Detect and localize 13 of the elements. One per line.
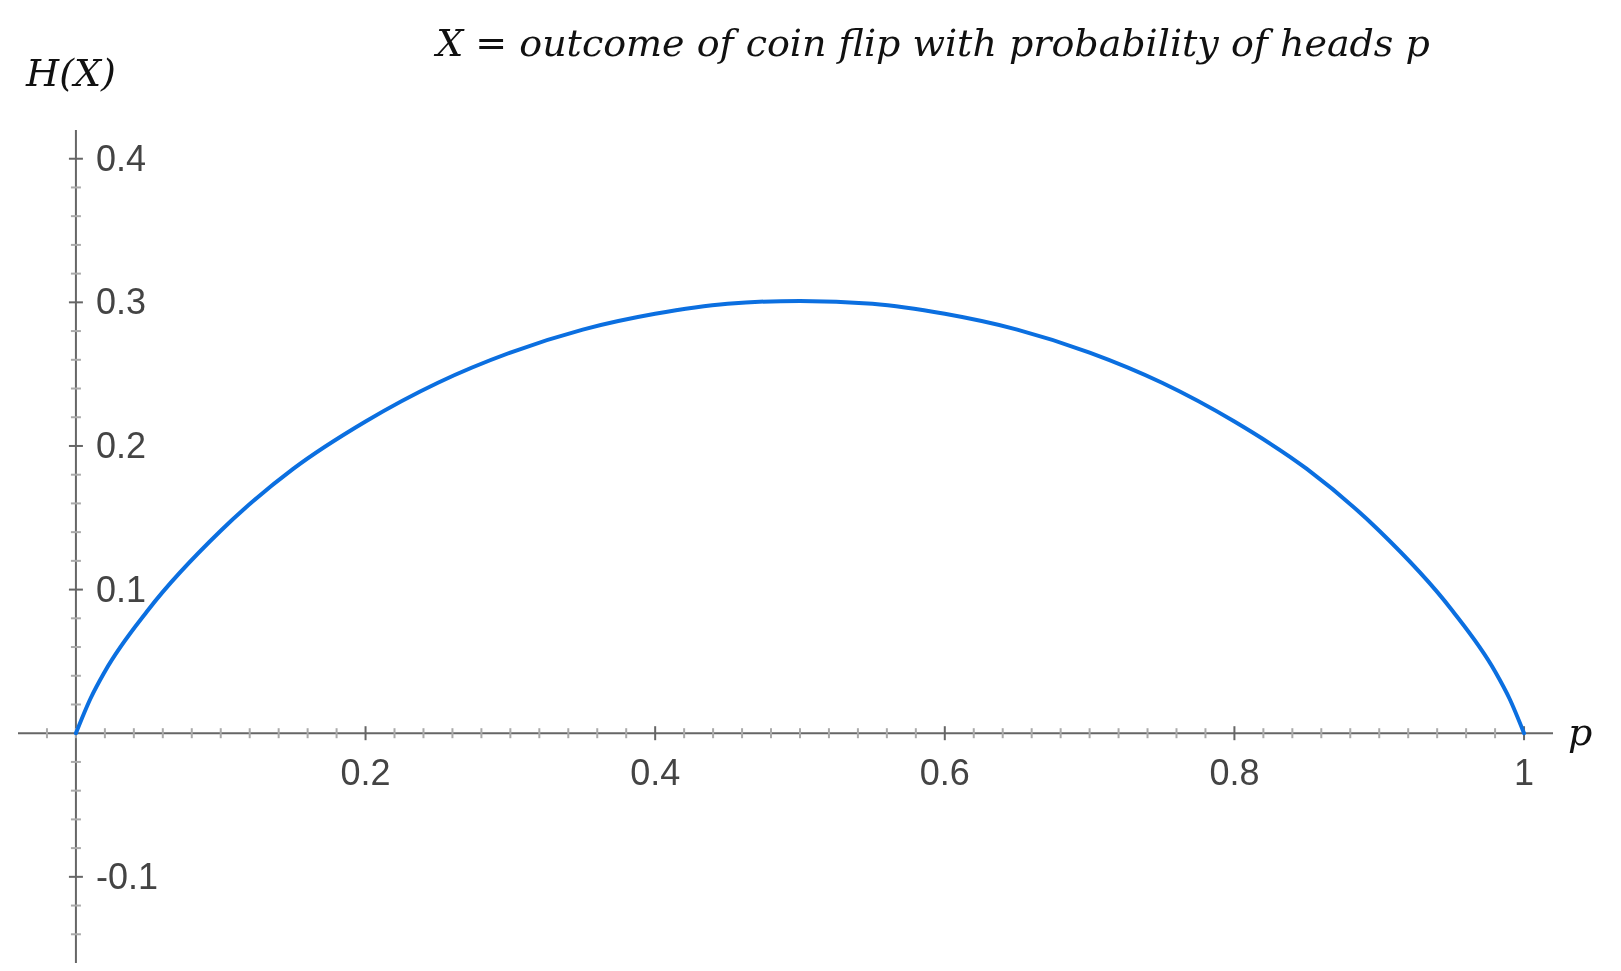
y-axis-title: H(X): [25, 51, 116, 95]
y-tick-label: 0.2: [95, 424, 146, 466]
x-tick-label: 1: [1514, 752, 1535, 794]
x-tick-label: 0.4: [630, 752, 681, 794]
y-tick-label: 0.4: [95, 137, 146, 179]
y-tick-label: 0.3: [95, 281, 146, 323]
y-tick-label: 0.1: [95, 568, 146, 610]
chart-title: X = outcome of coin flip with probability of heads p: [433, 21, 1430, 65]
x-tick-label: 0.6: [919, 752, 970, 794]
x-tick-label: 0.8: [1209, 752, 1260, 794]
x-tick-label: 0.2: [340, 752, 391, 794]
y-tick-label: -0.1: [95, 855, 158, 897]
x-axis-title: p: [1568, 710, 1593, 755]
